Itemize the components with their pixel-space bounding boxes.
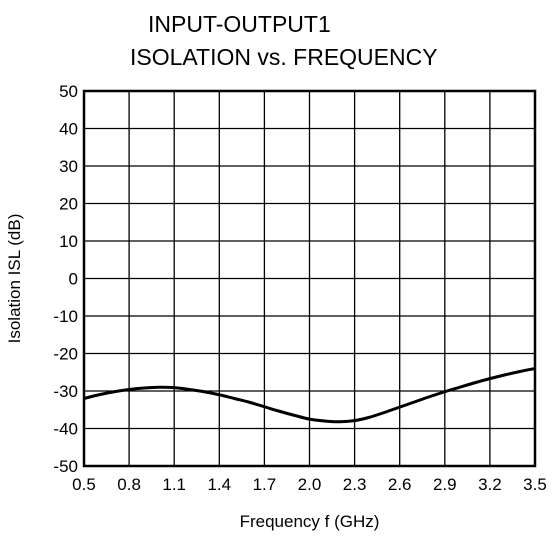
isolation-series-line xyxy=(83,367,536,424)
grid-lines xyxy=(83,90,536,467)
x-tick-label: 1.7 xyxy=(253,475,277,494)
y-tick-label: -30 xyxy=(53,382,78,401)
y-tick-label: -40 xyxy=(53,420,78,439)
y-tick-label: 30 xyxy=(59,157,78,176)
x-tick-label: 1.1 xyxy=(162,475,186,494)
y-tick-labels: 50 40 30 20 10 0 -10 -20 -30 -40 -50 xyxy=(53,82,78,476)
x-axis-label: Frequency f (GHz) xyxy=(240,512,380,531)
chart-title-line2: ISOLATION vs. FREQUENCY xyxy=(130,44,438,70)
y-tick-label: 40 xyxy=(59,120,78,139)
x-tick-label: 3.2 xyxy=(478,475,502,494)
x-tick-label: 0.5 xyxy=(72,475,96,494)
x-tick-labels: 0.5 0.8 1.1 1.4 1.7 2.0 2.3 2.6 2.9 3.2 3.5 xyxy=(72,475,547,494)
x-tick-label: 2.9 xyxy=(433,475,457,494)
x-tick-label: 2.3 xyxy=(343,475,367,494)
chart-title-line1: INPUT-OUTPUT1 xyxy=(148,11,331,37)
x-tick-label: 3.5 xyxy=(523,475,547,494)
y-tick-label: -20 xyxy=(53,345,78,364)
y-tick-label: -50 xyxy=(53,457,78,476)
x-tick-label: 2.0 xyxy=(298,475,322,494)
plot-frame xyxy=(82,89,537,468)
y-tick-label: 0 xyxy=(69,270,78,289)
x-tick-label: 1.4 xyxy=(207,475,231,494)
y-tick-label: 10 xyxy=(59,232,78,251)
y-axis-label: Isolation ISL (dB) xyxy=(5,214,24,344)
x-tick-label: 2.6 xyxy=(388,475,412,494)
y-tick-label: 50 xyxy=(59,82,78,101)
y-tick-label: 20 xyxy=(59,195,78,214)
x-tick-label: 0.8 xyxy=(117,475,141,494)
y-tick-label: -10 xyxy=(53,307,78,326)
series-group xyxy=(83,367,536,424)
